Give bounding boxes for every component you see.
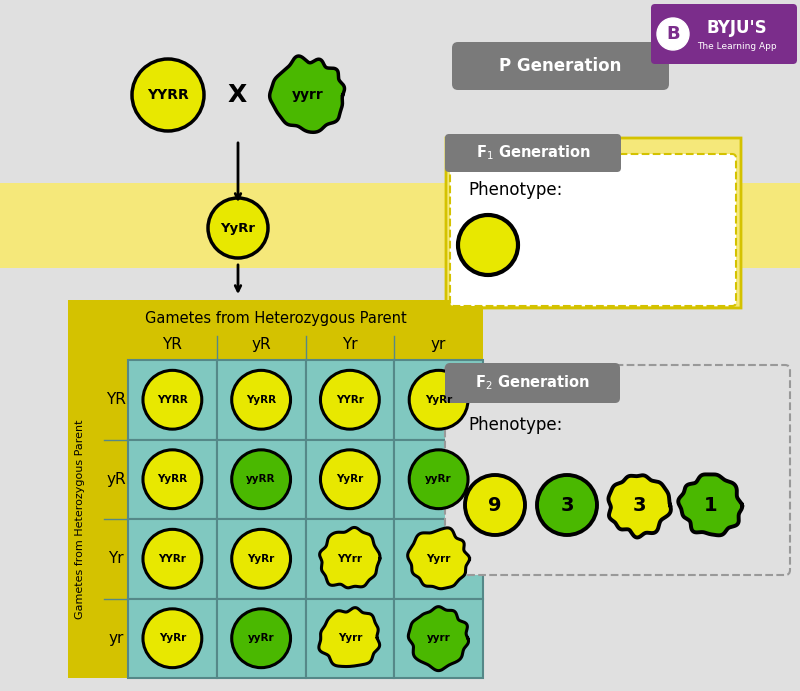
FancyBboxPatch shape	[445, 365, 790, 575]
Text: 3: 3	[632, 495, 646, 515]
Bar	[128, 439, 217, 519]
Circle shape	[537, 475, 597, 535]
Text: Yr: Yr	[108, 551, 124, 566]
Bar	[306, 360, 394, 439]
Bar	[217, 360, 306, 439]
Bar	[394, 519, 483, 598]
FancyBboxPatch shape	[445, 363, 620, 403]
FancyBboxPatch shape	[446, 138, 741, 308]
Circle shape	[208, 198, 268, 258]
Text: yyrr: yyrr	[292, 88, 324, 102]
Text: 9: 9	[488, 495, 502, 515]
Text: yyrr: yyrr	[426, 633, 450, 643]
Text: 3: 3	[560, 495, 574, 515]
Text: YR: YR	[162, 337, 182, 352]
Bar	[217, 598, 306, 678]
Text: yyRr: yyRr	[248, 633, 274, 643]
Bar	[0, 183, 800, 268]
Text: F$_2$ Generation: F$_2$ Generation	[474, 374, 590, 392]
Circle shape	[143, 450, 202, 509]
Text: P Generation: P Generation	[499, 57, 621, 75]
Bar	[128, 598, 217, 678]
Circle shape	[458, 215, 518, 275]
Circle shape	[410, 370, 468, 429]
Circle shape	[465, 475, 525, 535]
Text: YyRr: YyRr	[425, 395, 452, 405]
Bar	[217, 519, 306, 598]
Polygon shape	[319, 607, 380, 667]
Text: Gametes from Heterozygous Parent: Gametes from Heterozygous Parent	[145, 310, 406, 325]
Text: The Learning App: The Learning App	[697, 41, 777, 50]
Text: yr: yr	[431, 337, 446, 352]
Bar	[306, 519, 394, 598]
Text: Phenotype:: Phenotype:	[468, 416, 562, 434]
Circle shape	[143, 609, 202, 668]
Text: Yr: Yr	[342, 337, 358, 352]
Text: B: B	[666, 25, 680, 43]
Bar	[394, 598, 483, 678]
Circle shape	[410, 450, 468, 509]
Circle shape	[232, 529, 290, 588]
Text: Yyrr: Yyrr	[338, 633, 362, 643]
Text: YYRr: YYRr	[158, 553, 186, 564]
Bar	[128, 360, 217, 439]
Polygon shape	[678, 475, 742, 536]
Bar	[394, 439, 483, 519]
Bar	[306, 598, 394, 678]
Circle shape	[232, 609, 290, 668]
Text: YyRr: YyRr	[336, 474, 363, 484]
Circle shape	[321, 370, 379, 429]
Text: YyRr: YyRr	[221, 222, 255, 234]
Bar	[217, 439, 306, 519]
Circle shape	[143, 529, 202, 588]
Circle shape	[657, 18, 689, 50]
Bar	[68, 300, 483, 678]
FancyBboxPatch shape	[452, 42, 669, 90]
Text: YYrr: YYrr	[338, 553, 362, 564]
FancyBboxPatch shape	[450, 154, 736, 306]
Polygon shape	[408, 607, 469, 671]
Polygon shape	[609, 475, 671, 538]
Bar	[128, 519, 217, 598]
Text: YYRr: YYRr	[336, 395, 364, 405]
Text: YR: YR	[106, 392, 126, 407]
Bar	[306, 439, 394, 519]
Text: YyRr: YyRr	[158, 633, 186, 643]
Text: YYRR: YYRR	[147, 88, 189, 102]
Circle shape	[143, 370, 202, 429]
FancyBboxPatch shape	[651, 4, 797, 64]
Text: 1: 1	[704, 495, 718, 515]
Text: Phenotype:: Phenotype:	[468, 181, 562, 199]
Polygon shape	[270, 56, 345, 132]
Text: YYRR: YYRR	[157, 395, 188, 405]
Text: Gametes from Heterozygous Parent: Gametes from Heterozygous Parent	[75, 419, 85, 618]
Text: yr: yr	[108, 631, 124, 646]
Text: YyRR: YyRR	[246, 395, 276, 405]
Text: BYJU'S: BYJU'S	[706, 19, 767, 37]
Circle shape	[232, 370, 290, 429]
Polygon shape	[320, 527, 380, 588]
Text: YyRR: YyRR	[158, 474, 187, 484]
Text: F$_1$ Generation: F$_1$ Generation	[475, 144, 590, 162]
Text: Yyrr: Yyrr	[426, 553, 451, 564]
Circle shape	[132, 59, 204, 131]
Text: yyRr: yyRr	[426, 474, 452, 484]
Circle shape	[232, 450, 290, 509]
FancyBboxPatch shape	[445, 134, 621, 172]
Polygon shape	[408, 528, 470, 589]
Text: YyRr: YyRr	[247, 553, 274, 564]
Text: yR: yR	[251, 337, 271, 352]
Bar	[394, 360, 483, 439]
Text: yR: yR	[106, 472, 126, 486]
Text: X: X	[227, 83, 246, 107]
Text: yyRR: yyRR	[246, 474, 276, 484]
Circle shape	[321, 450, 379, 509]
